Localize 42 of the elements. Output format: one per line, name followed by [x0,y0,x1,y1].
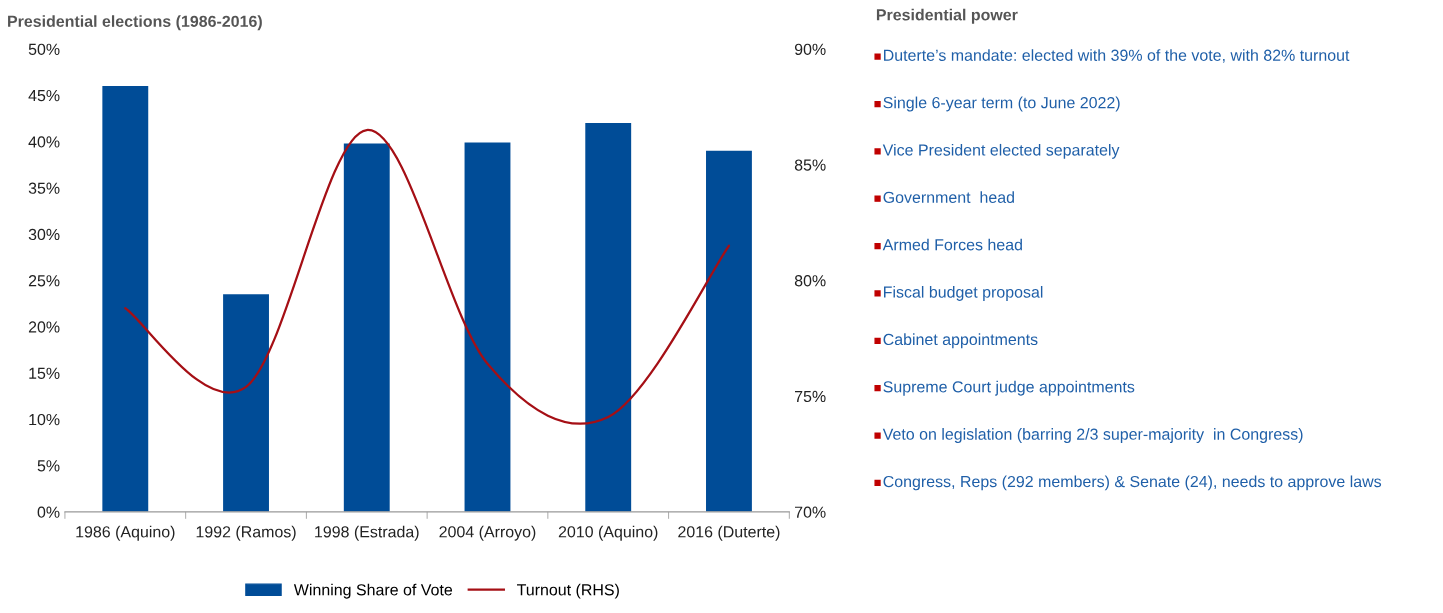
x-tick-label: 1998 (Estrada) [315,525,419,541]
y2-tick-label: 90% [794,43,826,55]
y-tick-label: 45% [28,90,60,102]
text: Cabinet appointments [883,333,1038,349]
x-tick-label: 1992 (Ramos) [196,525,296,541]
y-tick-label: 15% [29,367,60,379]
y-tick-label: 50% [28,43,60,55]
text: Duterte’s mandate: elected with 39% of the vote, with 82% turnout [884,49,1350,63]
x-tick-label: 2004 (Arroyo) [439,525,536,541]
text: Armed Forces head [882,238,1022,251]
text: Single 6-year term (to June 2022) [883,96,1120,112]
y-tick-label: 10% [29,413,60,426]
text: Congress, Reps (292 members) & Senate (24), needs to approve laws [883,475,1382,491]
bar [102,86,149,512]
x-tick-label: 2010 (Aquino) [558,525,658,541]
x-tick-label: 2016 (Duterte) [678,525,780,541]
x-tick-label: 1986 (Aquino) [76,525,175,541]
y-tick-label: 25% [28,275,60,287]
y-tick-label: 40% [28,136,60,148]
legend-label: Turnout (RHS) [517,583,619,599]
text: Veto on legislation (barring 2/3 super-majority in Congress) [882,428,1303,443]
y2-tick-label: 75% [795,390,826,403]
y-tick-label: 0% [37,506,60,518]
y-tick-label: 30% [28,228,60,241]
bar [223,294,269,512]
y2-tick-label: 80% [794,275,826,287]
text: Presidential power [876,8,1018,24]
y-tick-label: 20% [28,321,60,333]
bar [343,143,390,512]
y-tick-label: 5% [37,460,60,472]
text: Government head [883,191,1014,204]
bar [585,123,632,512]
bar [464,142,511,512]
y2-tick-label: 70% [795,506,826,518]
text: Supreme Court judge appointments [883,380,1135,396]
text: Fiscal budget proposal [884,286,1043,301]
legend-label: Winning Share of Vote [293,583,453,599]
bar [706,150,752,512]
y-tick-label: 35% [28,182,60,194]
chart-title: Presidential elections (1986-2016) [8,15,262,31]
text: Vice President elected separately [882,143,1120,159]
y2-tick-label: 85% [794,159,826,171]
